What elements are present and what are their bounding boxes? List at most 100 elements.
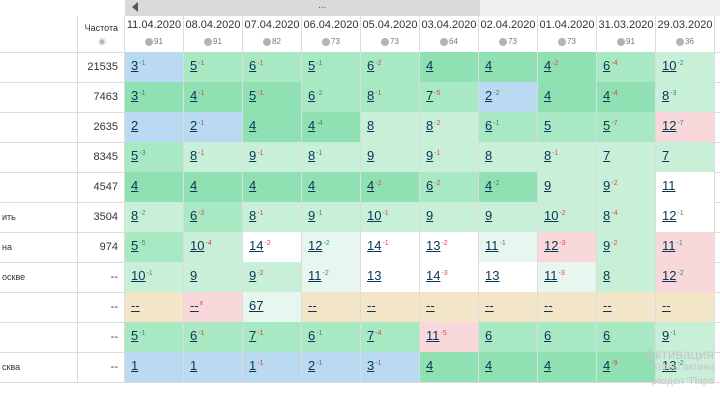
- position-cell[interactable]: 9-2: [243, 262, 302, 292]
- position-cell[interactable]: 6-1: [302, 322, 361, 352]
- position-link[interactable]: 12-2: [662, 268, 684, 283]
- date-column-header[interactable]: 01.04.2020 73: [538, 16, 597, 52]
- position-cell[interactable]: 9: [361, 142, 420, 172]
- position-link[interactable]: 10-2: [662, 58, 684, 73]
- position-link[interactable]: --: [544, 298, 553, 313]
- position-cell[interactable]: 9-1: [656, 322, 715, 352]
- position-link[interactable]: 7: [603, 148, 610, 163]
- position-link[interactable]: 4-9: [603, 358, 617, 373]
- position-cell[interactable]: 3-1: [361, 352, 420, 382]
- position-cell[interactable]: 7-4: [361, 322, 420, 352]
- position-cell[interactable]: 4: [243, 112, 302, 142]
- position-link[interactable]: 7-4: [367, 328, 381, 343]
- position-cell[interactable]: 8-1: [538, 142, 597, 172]
- position-link[interactable]: 4: [426, 58, 433, 73]
- position-link[interactable]: --: [367, 298, 376, 313]
- position-link[interactable]: 4: [308, 178, 315, 193]
- position-cell[interactable]: 8-1: [184, 142, 243, 172]
- position-link[interactable]: 7: [662, 148, 669, 163]
- position-cell[interactable]: --: [361, 292, 420, 322]
- position-cell[interactable]: 9: [184, 262, 243, 292]
- position-cell[interactable]: 13-2: [656, 352, 715, 382]
- position-cell[interactable]: 4: [479, 52, 538, 82]
- date-column-header[interactable]: 29.03.2020 36: [656, 16, 715, 52]
- position-link[interactable]: 6-4: [603, 58, 617, 73]
- position-link[interactable]: 11-3: [544, 268, 565, 283]
- position-link[interactable]: 8-1: [249, 208, 263, 223]
- position-link[interactable]: 4: [190, 178, 197, 193]
- position-link[interactable]: 2-2: [485, 88, 499, 103]
- position-cell[interactable]: 11-1: [479, 232, 538, 262]
- position-link[interactable]: 5-5: [131, 238, 145, 253]
- position-cell[interactable]: 7-1: [243, 322, 302, 352]
- position-link[interactable]: 4-4: [308, 118, 322, 133]
- position-link[interactable]: 5-3: [131, 148, 145, 163]
- position-cell[interactable]: 11-2: [302, 262, 361, 292]
- position-cell[interactable]: 7: [656, 142, 715, 172]
- position-cell[interactable]: 8-2: [420, 112, 479, 142]
- position-cell[interactable]: 14-1: [361, 232, 420, 262]
- position-cell[interactable]: 8-4: [597, 202, 656, 232]
- position-cell[interactable]: 9-1: [302, 202, 361, 232]
- position-link[interactable]: 6-1: [249, 58, 263, 73]
- keyword-cell[interactable]: [0, 82, 78, 112]
- position-cell[interactable]: 4: [243, 172, 302, 202]
- position-link[interactable]: 6-1: [485, 118, 499, 133]
- position-link[interactable]: 12-7: [662, 118, 684, 133]
- position-link[interactable]: 4: [131, 178, 138, 193]
- position-link[interactable]: 4-2: [544, 58, 558, 73]
- position-cell[interactable]: 9: [479, 202, 538, 232]
- position-link[interactable]: 4: [485, 58, 492, 73]
- position-link[interactable]: 4-4: [603, 88, 617, 103]
- position-cell[interactable]: 7: [597, 142, 656, 172]
- position-cell[interactable]: 11-1: [656, 232, 715, 262]
- position-cell[interactable]: 8-2: [125, 202, 184, 232]
- position-cell[interactable]: --: [125, 292, 184, 322]
- position-link[interactable]: 8-3: [662, 88, 676, 103]
- keyword-cell[interactable]: ить: [0, 202, 78, 232]
- position-cell[interactable]: 6-1: [479, 112, 538, 142]
- keyword-cell[interactable]: на: [0, 232, 78, 262]
- position-link[interactable]: 9-1: [426, 148, 440, 163]
- position-link[interactable]: 10-2: [544, 208, 566, 223]
- position-link[interactable]: 10-1: [131, 268, 153, 283]
- position-cell[interactable]: --: [597, 292, 656, 322]
- position-link[interactable]: 4-1: [190, 88, 204, 103]
- position-cell[interactable]: 5-7: [597, 112, 656, 142]
- keyword-cell[interactable]: оскве: [0, 262, 78, 292]
- position-link[interactable]: 9: [485, 208, 492, 223]
- position-cell[interactable]: --: [479, 292, 538, 322]
- position-link[interactable]: --: [131, 298, 140, 313]
- position-cell[interactable]: 9-1: [243, 142, 302, 172]
- position-link[interactable]: 5-1: [131, 328, 145, 343]
- position-link[interactable]: 2-1: [190, 118, 204, 133]
- position-link[interactable]: 2-1: [308, 358, 322, 373]
- position-cell[interactable]: 5: [538, 112, 597, 142]
- position-link[interactable]: 9-2: [249, 268, 263, 283]
- position-link[interactable]: 9: [367, 148, 374, 163]
- position-link[interactable]: 6-2: [190, 208, 204, 223]
- position-link[interactable]: 4: [249, 178, 256, 193]
- position-link[interactable]: 9-2: [603, 238, 617, 253]
- date-column-header[interactable]: 03.04.2020 64: [420, 16, 479, 52]
- position-cell[interactable]: 3-1: [125, 52, 184, 82]
- position-cell[interactable]: 10-1: [361, 202, 420, 232]
- position-link[interactable]: 4: [544, 88, 551, 103]
- keyword-cell[interactable]: сква: [0, 352, 78, 382]
- position-cell[interactable]: 8-1: [361, 82, 420, 112]
- position-cell[interactable]: 8: [479, 142, 538, 172]
- position-link[interactable]: 11-2: [308, 268, 329, 283]
- position-cell[interactable]: 6: [538, 322, 597, 352]
- position-link[interactable]: 67: [249, 298, 263, 313]
- position-cell[interactable]: 5-1: [125, 322, 184, 352]
- position-link[interactable]: 8-2: [131, 208, 145, 223]
- position-cell[interactable]: 8-1: [243, 202, 302, 232]
- date-column-header[interactable]: 31.03.2020 91: [597, 16, 656, 52]
- position-cell[interactable]: 4-2: [538, 52, 597, 82]
- position-cell[interactable]: 5-1: [184, 52, 243, 82]
- position-link[interactable]: 12-2: [308, 238, 330, 253]
- position-link[interactable]: 7-1: [249, 328, 263, 343]
- position-link[interactable]: 6-1: [308, 328, 322, 343]
- position-cell[interactable]: 6-2: [302, 82, 361, 112]
- position-link[interactable]: 9-1: [662, 328, 676, 343]
